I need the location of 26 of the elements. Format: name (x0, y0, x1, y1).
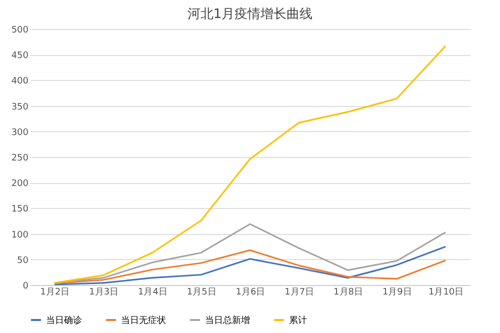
y-tick-label: 250 (11, 154, 29, 164)
y-tick-label: 150 (11, 204, 29, 215)
y-tick-label: 350 (11, 102, 29, 112)
x-tick-label: 1月9日 (382, 288, 412, 298)
x-tick-label: 1月6日 (236, 288, 266, 298)
x-tick-label: 1月10日 (428, 288, 464, 298)
line-series (54, 45, 446, 284)
y-tick-label: 400 (11, 76, 29, 87)
x-tick-label: 1月8日 (334, 288, 364, 298)
y-tick-label: 500 (11, 26, 29, 36)
x-tick-label: 1月5日 (186, 288, 216, 298)
chart-title: 河北1月疫情增长曲线 (187, 7, 313, 22)
legend-label: 当日总新增 (205, 315, 250, 326)
y-tick-label: 200 (11, 179, 29, 190)
legend-label: 当日无症状 (121, 315, 166, 326)
y-tick-label: 0 (22, 282, 29, 292)
legend-label: 当日确诊 (46, 315, 82, 326)
y-tick-label: 100 (11, 230, 29, 240)
y-tick-label: 300 (11, 128, 29, 138)
x-tick-label: 1月7日 (284, 288, 314, 298)
legend-label: 累计 (289, 315, 307, 326)
y-tick-label: 450 (11, 51, 29, 62)
x-tick-label: 1月4日 (138, 288, 168, 298)
y-tick-label: 50 (17, 256, 29, 266)
x-tick-label: 1月3日 (89, 288, 119, 298)
x-tick-label: 1月2日 (40, 288, 70, 298)
